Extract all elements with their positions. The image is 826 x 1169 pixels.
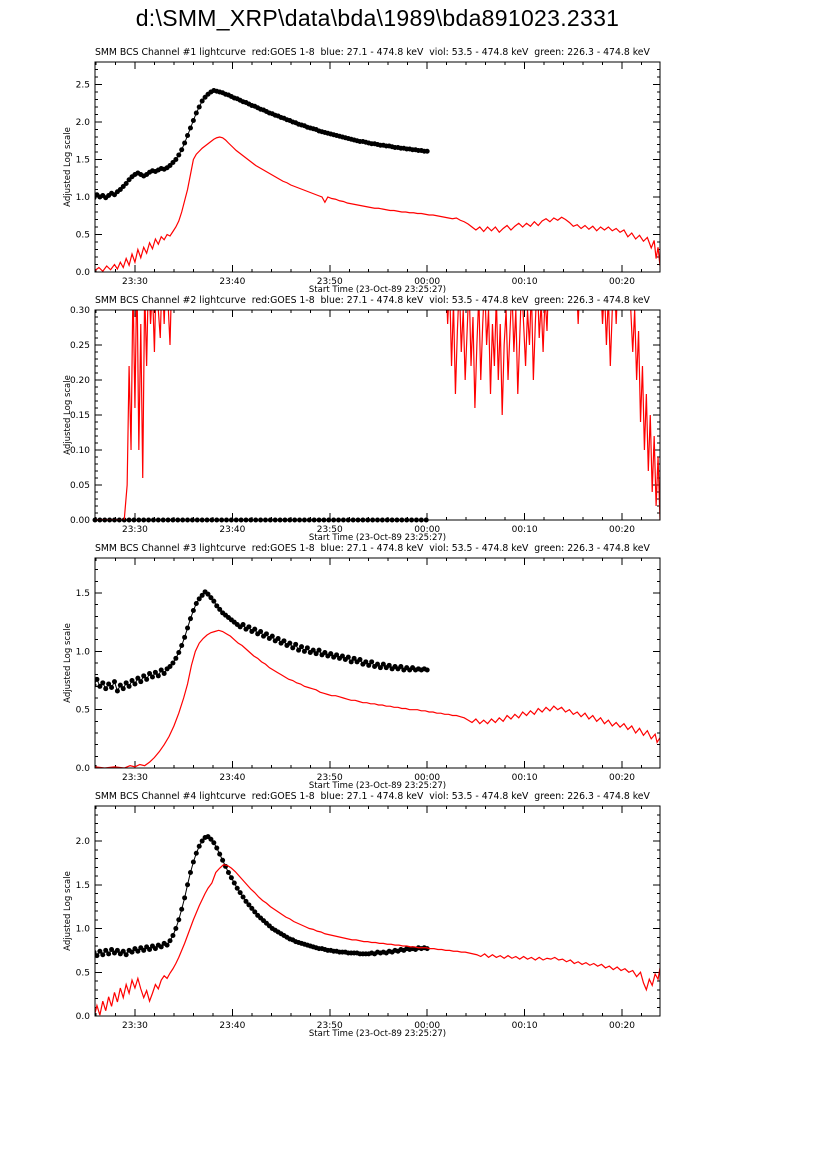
plot-frame xyxy=(94,557,661,769)
svg-text:2.0: 2.0 xyxy=(76,118,91,128)
svg-text:23:40: 23:40 xyxy=(219,773,245,783)
axis-ticks xyxy=(95,805,660,1017)
series-bcs xyxy=(95,589,430,694)
panel-channel-2: SMM BCS Channel #2 lightcurve red:GOES 1… xyxy=(0,294,826,546)
y-tick-labels: 0.0 0.5 1.0 1.5 2.0 xyxy=(76,837,91,1022)
svg-text:00:10: 00:10 xyxy=(512,1021,538,1031)
svg-text:00:00: 00:00 xyxy=(414,277,440,287)
x-axis-label: Start Time (23-Oct-89 23:25:27) xyxy=(308,1029,447,1039)
svg-text:23:30: 23:30 xyxy=(122,525,148,535)
y-tick-labels: 0.00 0.05 0.10 0.15 0.20 0.25 0.30 xyxy=(70,306,90,526)
svg-text:23:40: 23:40 xyxy=(219,277,245,287)
y-tick-labels: 0.0 0.5 1.0 1.5 xyxy=(76,589,91,774)
svg-text:0.0: 0.0 xyxy=(76,764,91,774)
series-goes xyxy=(95,310,660,520)
x-tick-labels: 23:30 23:40 23:50 00:00 00:10 00:20 xyxy=(122,1021,635,1031)
svg-text:23:40: 23:40 xyxy=(219,1021,245,1031)
svg-text:0.20: 0.20 xyxy=(70,376,90,386)
y-tick-labels: 0.0 0.5 1.0 1.5 2.0 2.5 xyxy=(76,81,91,279)
svg-text:2.5: 2.5 xyxy=(76,81,90,91)
svg-text:0.25: 0.25 xyxy=(70,341,90,351)
svg-text:0.15: 0.15 xyxy=(70,411,90,421)
x-axis-label: Start Time (23-Oct-89 23:25:27) xyxy=(308,533,447,543)
svg-text:23:40: 23:40 xyxy=(219,525,245,535)
svg-text:1.0: 1.0 xyxy=(76,925,91,935)
plot-frame xyxy=(94,805,661,1017)
plot-area-channel-4: 23:30 23:40 23:50 00:00 00:10 00:20 0.0 0.5 1.0 1… xyxy=(76,805,661,1031)
svg-text:0.5: 0.5 xyxy=(76,231,90,241)
svg-text:1.0: 1.0 xyxy=(76,647,91,657)
plot-area-channel-3: 23:30 23:40 23:50 00:00 00:10 00:20 0.0 0.5 1.0 1… xyxy=(76,557,661,783)
svg-text:0.0: 0.0 xyxy=(76,1012,91,1022)
svg-text:23:50: 23:50 xyxy=(317,277,343,287)
svg-text:1.5: 1.5 xyxy=(76,881,90,891)
svg-text:0.10: 0.10 xyxy=(70,446,90,456)
svg-text:0.5: 0.5 xyxy=(76,706,90,716)
panel-title: SMM BCS Channel #4 lightcurve red:GOES 1… xyxy=(95,791,650,802)
plot-area-channel-1: 23:30 23:40 23:50 00:00 00:10 00:20 0.0 0.5 1.0 1… xyxy=(76,61,661,287)
svg-text:0.5: 0.5 xyxy=(76,968,90,978)
svg-text:00:00: 00:00 xyxy=(414,773,440,783)
svg-text:0.0: 0.0 xyxy=(76,268,91,278)
svg-text:00:10: 00:10 xyxy=(512,773,538,783)
series-goes xyxy=(95,863,660,1016)
svg-text:23:50: 23:50 xyxy=(317,773,343,783)
svg-text:23:30: 23:30 xyxy=(122,773,148,783)
svg-text:00:10: 00:10 xyxy=(512,277,538,287)
x-tick-labels: 23:30 23:40 23:50 00:00 00:10 00:20 xyxy=(122,525,635,535)
panel-channel-3: SMM BCS Channel #3 lightcurve red:GOES 1… xyxy=(0,542,826,794)
svg-text:00:10: 00:10 xyxy=(512,525,538,535)
svg-text:00:20: 00:20 xyxy=(609,277,635,287)
svg-text:23:50: 23:50 xyxy=(317,525,343,535)
series-bcs xyxy=(95,834,430,959)
svg-text:0.05: 0.05 xyxy=(70,481,90,491)
plot-area-channel-2: 23:30 23:40 23:50 00:00 00:10 00:200.000.050.… xyxy=(70,306,661,535)
svg-text:00:20: 00:20 xyxy=(609,773,635,783)
plot-frame xyxy=(94,61,661,273)
svg-text:23:30: 23:30 xyxy=(122,1021,148,1031)
series-bcs xyxy=(95,88,430,201)
panel-channel-1: SMM BCS Channel #1 lightcurve red:GOES 1… xyxy=(0,46,826,298)
svg-text:00:20: 00:20 xyxy=(609,1021,635,1031)
file-path-title: d:\SMM_XRP\data\bda\1989\bda891023.2331 xyxy=(135,5,620,31)
series-goes xyxy=(95,629,660,768)
svg-text:1.5: 1.5 xyxy=(76,156,90,166)
svg-text:0.30: 0.30 xyxy=(70,306,90,316)
svg-text:1.5: 1.5 xyxy=(76,589,90,599)
panel-title: SMM BCS Channel #3 lightcurve red:GOES 1… xyxy=(95,543,650,554)
panel-title: SMM BCS Channel #2 lightcurve red:GOES 1… xyxy=(95,295,650,306)
svg-text:1.0: 1.0 xyxy=(76,193,91,203)
x-tick-labels: 23:30 23:40 23:50 00:00 00:10 00:20 xyxy=(122,277,635,287)
axis-ticks xyxy=(95,309,660,521)
plot-frame xyxy=(94,309,661,521)
svg-text:00:20: 00:20 xyxy=(609,525,635,535)
x-axis-label: Start Time (23-Oct-89 23:25:27) xyxy=(308,781,447,791)
svg-text:00:00: 00:00 xyxy=(414,525,440,535)
svg-text:2.0: 2.0 xyxy=(76,837,91,847)
svg-text:23:30: 23:30 xyxy=(122,277,148,287)
svg-text:00:00: 00:00 xyxy=(414,1021,440,1031)
series-goes xyxy=(95,136,660,272)
panel-title: SMM BCS Channel #1 lightcurve red:GOES 1… xyxy=(95,47,650,58)
svg-text:23:50: 23:50 xyxy=(317,1021,343,1031)
x-tick-labels: 23:30 23:40 23:50 00:00 00:10 00:20 xyxy=(122,773,635,783)
x-axis-label: Start Time (23-Oct-89 23:25:27) xyxy=(308,285,447,295)
panel-channel-4: SMM BCS Channel #4 lightcurve red:GOES 1… xyxy=(0,790,826,1042)
axis-ticks xyxy=(95,61,660,273)
svg-text:0.00: 0.00 xyxy=(70,516,90,526)
